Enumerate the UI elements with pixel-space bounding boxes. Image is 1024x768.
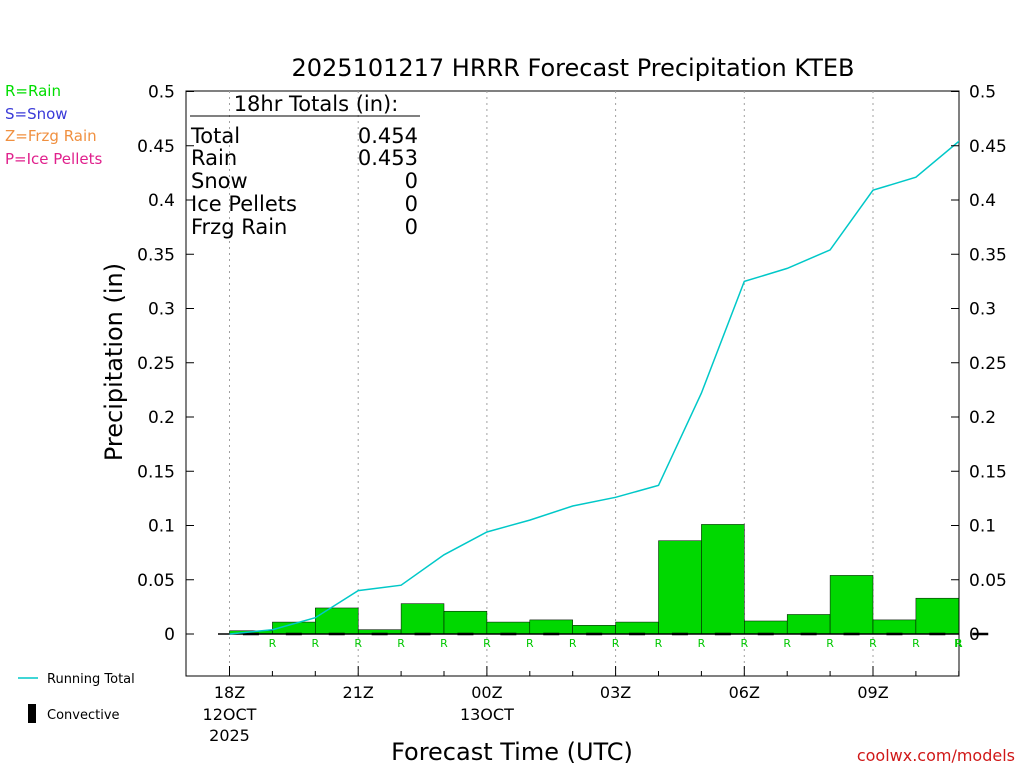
x-tick-label-03z: 03Z bbox=[600, 683, 631, 702]
convective-legend-label: Convective bbox=[47, 708, 120, 723]
y-tick-label-left-10: 0.5 bbox=[148, 83, 175, 103]
rain-bar-hour-8 bbox=[529, 619, 573, 635]
y-tick-label-right-2: 0.1 bbox=[969, 517, 996, 537]
x-tick-label-00z: 00Z bbox=[471, 683, 502, 702]
totals-value-frzg-rain: 0 bbox=[405, 215, 418, 239]
y-tick-label-right-3: 0.15 bbox=[969, 462, 1007, 482]
x-axis-ticks: 18Z 12OCT 2025 21Z 00Z 13OCT 03Z 06Z 09Z bbox=[203, 666, 960, 745]
rain-bar-hour-7 bbox=[486, 621, 531, 635]
x-tick-date-18z: 12OCT bbox=[203, 705, 257, 724]
y-tick-label-left-4: 0.2 bbox=[148, 408, 175, 428]
y-tick-label-right-1: 0.05 bbox=[969, 571, 1007, 591]
ptype-legend-snow: S=Snow bbox=[5, 105, 68, 123]
ptype-mark-hour-15: R bbox=[869, 637, 877, 650]
y-tick-label-right-4: 0.2 bbox=[969, 408, 996, 428]
ptype-marks: R R R R R R R R R R R R R R R R RR bbox=[269, 637, 963, 650]
y-tick-label-right-10: 0.5 bbox=[969, 83, 996, 103]
totals-value-ice-pellets: 0 bbox=[405, 192, 418, 216]
x-tick-label-09z: 09Z bbox=[857, 683, 888, 702]
totals-label-total: Total bbox=[190, 124, 240, 148]
ptype-mark-hour-14: R bbox=[826, 637, 834, 650]
y-tick-label-right-6: 0.3 bbox=[969, 300, 996, 320]
ptype-mark-hour-6: R bbox=[483, 637, 491, 650]
bottom-legend: Running Total Convective bbox=[18, 672, 135, 723]
rain-bar-hour-6 bbox=[443, 610, 488, 635]
totals-label-snow: Snow bbox=[191, 169, 248, 193]
rain-bar-hour-11 bbox=[658, 540, 702, 635]
ptype-mark-hour-12: R bbox=[740, 637, 748, 650]
totals-heading: 18hr Totals (in): bbox=[234, 92, 399, 116]
ptype-mark-hour-9: R bbox=[612, 637, 620, 650]
running-total-line bbox=[229, 140, 960, 635]
x-tick-date-00z: 13OCT bbox=[460, 705, 514, 724]
ptype-mark-hour-18: R bbox=[954, 637, 962, 650]
credit-text: coolwx.com/models bbox=[857, 746, 1015, 765]
y-tick-label-left-5: 0.25 bbox=[137, 354, 175, 374]
y-tick-label-right-8: 0.4 bbox=[969, 191, 996, 211]
rain-bar-hour-14 bbox=[786, 614, 831, 635]
y-tick-label-right-0: 0 bbox=[969, 625, 980, 645]
ptype-legend-rain: R=Rain bbox=[5, 82, 61, 100]
ptype-legend-frzg-rain: Z=Frzg Rain bbox=[5, 127, 97, 145]
rain-bar-hour-15 bbox=[829, 575, 874, 635]
x-axis-label: Forecast Time (UTC) bbox=[391, 738, 633, 766]
running-total-legend-label: Running Total bbox=[47, 672, 135, 687]
totals-value-total: 0.454 bbox=[358, 124, 418, 148]
x-tick-label-18z: 18Z bbox=[214, 683, 245, 702]
y-tick-label-right-5: 0.25 bbox=[969, 354, 1007, 374]
ptype-mark-hour-11: R bbox=[698, 637, 706, 650]
y-tick-label-left-7: 0.35 bbox=[137, 245, 175, 265]
y-tick-label-left-3: 0.15 bbox=[137, 462, 175, 482]
ptype-mark-hour-10: R bbox=[655, 637, 663, 650]
rain-bar-hour-16 bbox=[872, 619, 917, 635]
ptype-mark-hour-7: R bbox=[526, 637, 534, 650]
y-axis-label: Precipitation (in) bbox=[100, 263, 128, 461]
totals-box: 18hr Totals (in): Total 0.454 Rain 0.453… bbox=[190, 92, 420, 239]
y-tick-label-right-7: 0.35 bbox=[969, 245, 1007, 265]
x-tick-label-21z: 21Z bbox=[343, 683, 374, 702]
ptype-mark-hour-5: R bbox=[440, 637, 448, 650]
rain-bar-hour-9 bbox=[572, 625, 616, 635]
rain-bar-hour-5 bbox=[400, 603, 445, 635]
rain-bar-hour-12 bbox=[701, 524, 745, 635]
ptype-mark-hour-13: R bbox=[783, 637, 791, 650]
ptype-mark-hour-4: R bbox=[397, 637, 405, 650]
x-tick-label-06z: 06Z bbox=[729, 683, 760, 702]
totals-label-rain: Rain bbox=[191, 146, 237, 170]
ptype-mark-hour-17: R bbox=[955, 637, 963, 650]
x-tick-year-18z: 2025 bbox=[209, 726, 250, 745]
rain-bar-hour-13 bbox=[744, 620, 788, 635]
rain-bar-hour-3 bbox=[315, 607, 359, 635]
totals-label-ice-pellets: Ice Pellets bbox=[191, 192, 297, 216]
totals-value-rain: 0.453 bbox=[358, 146, 418, 170]
y-tick-label-left-2: 0.1 bbox=[148, 517, 175, 537]
y-tick-label-left-9: 0.45 bbox=[137, 137, 175, 157]
totals-value-snow: 0 bbox=[405, 169, 418, 193]
y-tick-label-left-6: 0.3 bbox=[148, 300, 175, 320]
y-tick-label-left-8: 0.4 bbox=[148, 191, 175, 211]
y-axis-ticks: 0 00.05 0.050.1 0.10.15 0.150.2 0.20.25 0.250.… bbox=[137, 83, 1007, 646]
ptype-mark-hour-8: R bbox=[569, 637, 577, 650]
ptype-mark-hour-16: R bbox=[912, 637, 920, 650]
y-tick-label-left-1: 0.05 bbox=[137, 571, 175, 591]
ptype-legend-ice-pellets: P=Ice Pellets bbox=[5, 150, 102, 168]
y-tick-label-left-0: 0 bbox=[164, 625, 175, 645]
totals-label-frzg-rain: Frzg Rain bbox=[191, 215, 287, 239]
ptype-mark-hour-3: R bbox=[354, 637, 362, 650]
chart-title: 2025101217 HRRR Forecast Precipitation K… bbox=[291, 54, 854, 82]
ptype-mark-hour-1: R bbox=[269, 637, 277, 650]
rain-bars bbox=[229, 524, 960, 635]
ptype-mark-hour-2: R bbox=[311, 637, 319, 650]
convective-legend-swatch bbox=[28, 704, 36, 723]
y-tick-label-right-9: 0.45 bbox=[969, 137, 1007, 157]
ptype-legend: R=Rain S=Snow Z=Frzg Rain P=Ice Pellets bbox=[5, 82, 102, 168]
rain-bar-hour-17 bbox=[915, 597, 960, 635]
rain-bar-hour-10 bbox=[615, 621, 659, 635]
